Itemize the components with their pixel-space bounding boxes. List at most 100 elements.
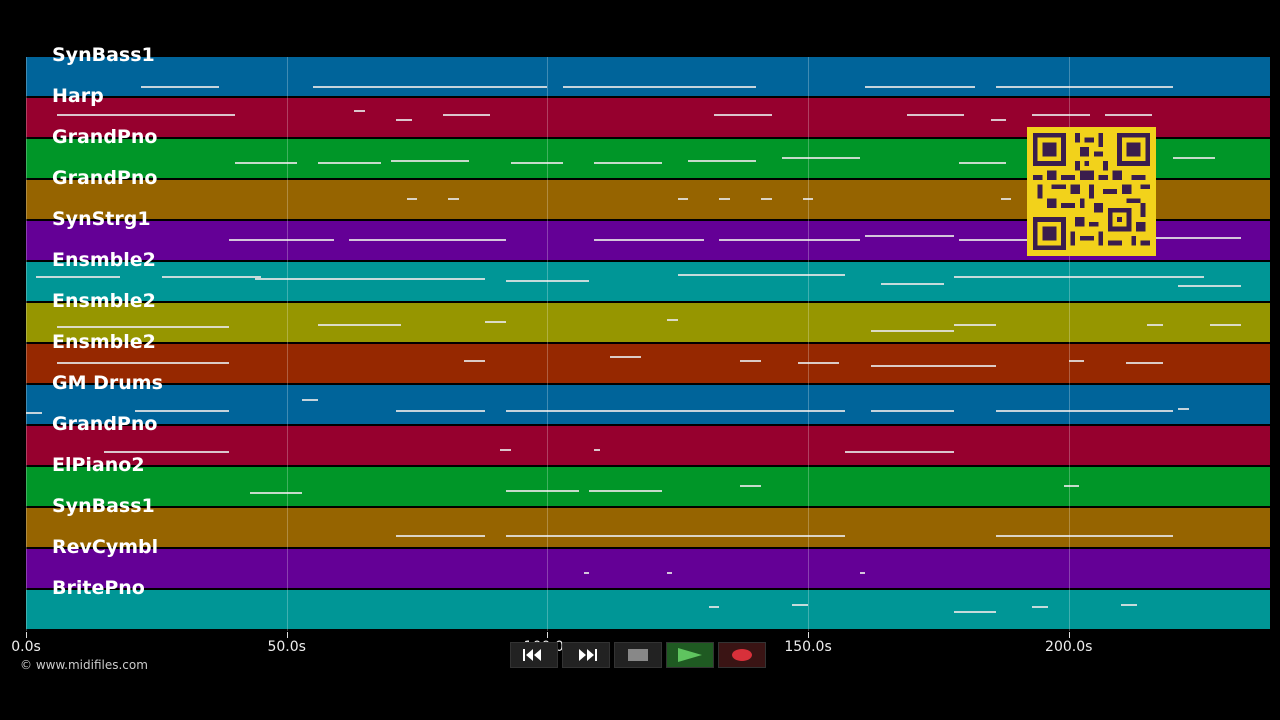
note-segment <box>505 280 590 283</box>
track-row <box>26 262 1270 302</box>
note-segment <box>396 118 412 121</box>
note-segment <box>250 491 303 494</box>
note-segment <box>688 159 756 162</box>
note-segment <box>761 198 772 201</box>
note-segment <box>57 362 230 365</box>
note-segment <box>1068 360 1085 363</box>
track-label: Ensmble2 <box>52 290 156 312</box>
note-segment <box>907 114 965 117</box>
note-segment <box>1000 198 1012 201</box>
note-segment <box>995 534 1174 537</box>
note-segment <box>959 161 1007 164</box>
note-segment <box>57 325 230 328</box>
note-segment <box>995 85 1174 88</box>
note-segment <box>954 364 996 367</box>
note-segment <box>583 571 590 574</box>
note-segment <box>667 571 673 574</box>
note-segment <box>317 161 381 164</box>
track-label: GM Drums <box>52 372 163 394</box>
record-button[interactable] <box>718 642 766 668</box>
track-label: ElPiano2 <box>52 454 145 476</box>
note-segment <box>140 85 219 88</box>
note-segment <box>797 362 840 365</box>
note-segment <box>349 239 506 242</box>
note-segment <box>390 159 470 162</box>
note-segment <box>563 85 756 88</box>
axis-tick-label: 150.0s <box>784 639 832 655</box>
note-segment <box>589 489 663 492</box>
note-segment <box>1178 407 1189 410</box>
note-segment <box>667 319 678 322</box>
record-icon <box>732 649 752 661</box>
time-gridline <box>26 57 27 631</box>
track-label: Harp <box>52 85 104 107</box>
axis-tick <box>808 632 810 638</box>
note-segment <box>609 356 642 359</box>
qr-code-image <box>1033 133 1150 250</box>
track-label: Ensmble2 <box>52 249 156 271</box>
note-segment <box>312 85 548 88</box>
track-label: BritePno <box>52 577 145 599</box>
note-segment <box>860 571 866 574</box>
note-segment <box>719 239 861 242</box>
track-label: Ensmble2 <box>52 331 156 353</box>
note-segment <box>396 534 485 537</box>
note-segment <box>792 604 809 607</box>
note-segment <box>1173 157 1215 160</box>
note-segment <box>865 85 975 88</box>
rewind-icon <box>523 649 541 661</box>
axis-tick-label: 200.0s <box>1045 639 1093 655</box>
note-segment <box>36 276 120 279</box>
play-button[interactable] <box>666 642 714 668</box>
rewind-button[interactable] <box>510 642 558 668</box>
note-segment <box>594 448 600 451</box>
track-label: SynBass1 <box>52 44 155 66</box>
note-segment <box>870 364 955 367</box>
note-segment <box>740 485 762 488</box>
track-label: SynBass1 <box>52 495 155 517</box>
note-segment <box>317 323 402 326</box>
track-row <box>26 549 1270 589</box>
note-segment <box>954 276 1205 279</box>
note-segment <box>396 409 485 412</box>
track-label: GrandPno <box>52 126 158 148</box>
note-segment <box>104 450 230 453</box>
track-row <box>26 303 1270 343</box>
fast-forward-button[interactable] <box>562 642 610 668</box>
note-segment <box>870 329 955 332</box>
track-label: GrandPno <box>52 167 158 189</box>
note-segment <box>26 411 42 414</box>
track-label: SynStrg1 <box>52 208 151 230</box>
note-segment <box>135 409 230 412</box>
track-row <box>26 590 1270 630</box>
track-row <box>26 385 1270 425</box>
note-segment <box>1105 114 1153 117</box>
track-row <box>26 426 1270 466</box>
note-segment <box>161 276 261 279</box>
note-segment <box>500 448 511 451</box>
note-segment <box>354 110 365 113</box>
track-row <box>26 508 1270 548</box>
track-row <box>26 57 1270 97</box>
note-segment <box>995 409 1174 412</box>
note-segment <box>1032 114 1090 117</box>
note-segment <box>302 399 318 402</box>
note-segment <box>719 198 730 201</box>
fast-forward-icon <box>579 649 597 661</box>
note-segment <box>594 239 704 242</box>
note-segment <box>865 235 955 238</box>
note-segment <box>594 161 663 164</box>
note-segment <box>844 450 955 453</box>
note-segment <box>959 239 1033 242</box>
stop-button[interactable] <box>614 642 662 668</box>
axis-tick-label: 50.0s <box>267 639 306 655</box>
note-segment <box>1146 323 1163 326</box>
axis-tick <box>1068 632 1070 638</box>
time-gridline <box>808 57 810 631</box>
time-gridline <box>547 57 549 631</box>
time-gridline <box>286 57 288 631</box>
note-segment <box>1178 284 1241 287</box>
track-row <box>26 344 1270 384</box>
note-segment <box>448 198 459 201</box>
note-segment <box>990 118 1007 121</box>
